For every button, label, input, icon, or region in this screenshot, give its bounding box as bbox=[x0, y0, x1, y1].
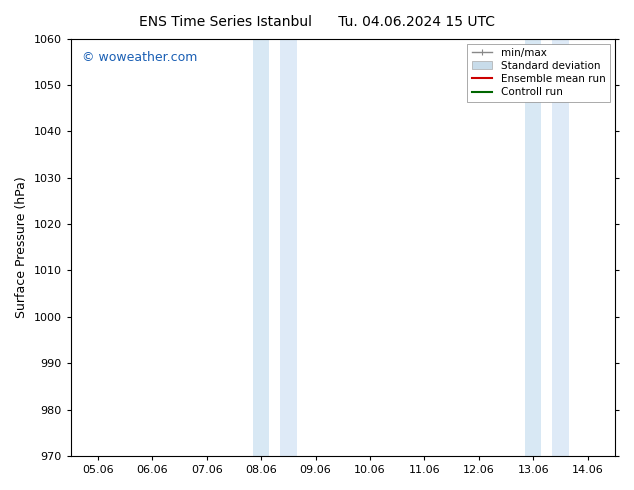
Text: © woweather.com: © woweather.com bbox=[82, 51, 197, 64]
Bar bbox=[280, 39, 297, 456]
Bar bbox=[525, 39, 541, 456]
Y-axis label: Surface Pressure (hPa): Surface Pressure (hPa) bbox=[15, 176, 28, 318]
Legend: min/max, Standard deviation, Ensemble mean run, Controll run: min/max, Standard deviation, Ensemble me… bbox=[467, 44, 610, 101]
Bar bbox=[253, 39, 269, 456]
Text: ENS Time Series Istanbul      Tu. 04.06.2024 15 UTC: ENS Time Series Istanbul Tu. 04.06.2024 … bbox=[139, 15, 495, 29]
Bar bbox=[552, 39, 569, 456]
